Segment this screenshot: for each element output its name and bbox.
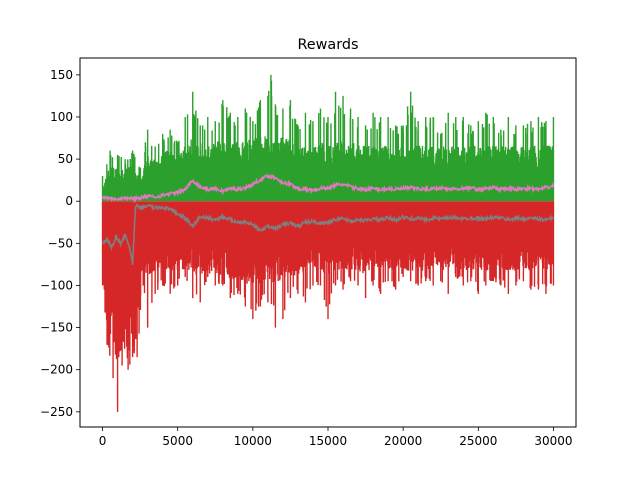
chart-title: Rewards <box>297 37 358 53</box>
y-tick-label: 50 <box>58 152 73 166</box>
positive-reward-series <box>101 74 555 202</box>
y-tick-label: −50 <box>48 236 73 250</box>
y-tick-label: 0 <box>65 194 73 208</box>
x-tick-label: 10000 <box>234 434 272 448</box>
y-axis: 150 100 50 0 −50 −100 −150 −200 −250 <box>40 68 80 419</box>
x-tick-label: 30000 <box>534 434 572 448</box>
y-tick-label: 150 <box>50 68 73 82</box>
y-tick-label: −200 <box>40 363 73 377</box>
y-tick-label: 100 <box>50 110 73 124</box>
mean-negative-reward-line <box>102 203 554 266</box>
y-tick-label: −250 <box>40 405 73 419</box>
x-tick-label: 25000 <box>459 434 497 448</box>
plot-area <box>101 74 555 412</box>
x-tick-label: 0 <box>99 434 107 448</box>
x-tick-label: 15000 <box>309 434 347 448</box>
y-tick-label: −150 <box>40 321 73 335</box>
x-axis: 0 5000 10000 15000 20000 25000 30000 <box>99 427 573 448</box>
x-tick-label: 5000 <box>162 434 193 448</box>
positive-reward-series-series-line <box>101 74 555 202</box>
y-tick-label: −100 <box>40 278 73 292</box>
mean-positive-reward-line <box>101 172 555 204</box>
x-tick-label: 20000 <box>384 434 422 448</box>
